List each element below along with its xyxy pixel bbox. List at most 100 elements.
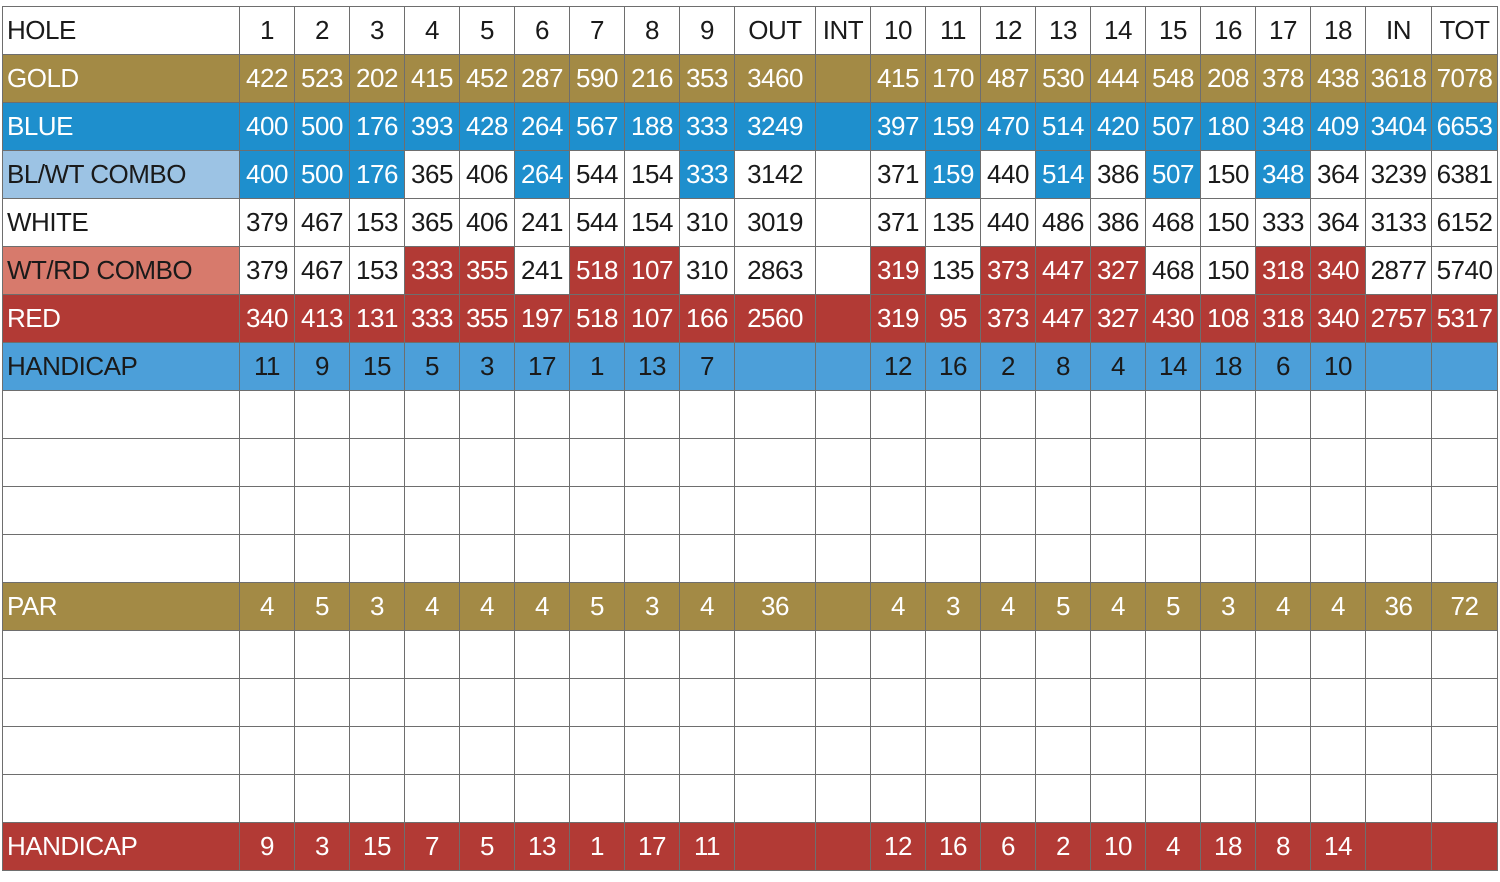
score-cell[interactable] bbox=[294, 678, 350, 727]
score-cell[interactable] bbox=[679, 486, 735, 535]
score-cell[interactable] bbox=[349, 774, 405, 823]
score-cell[interactable] bbox=[679, 726, 735, 775]
score-cell[interactable] bbox=[1145, 390, 1201, 439]
score-cell[interactable] bbox=[1200, 726, 1256, 775]
score-cell[interactable] bbox=[404, 390, 460, 439]
score-cell[interactable] bbox=[1310, 438, 1366, 487]
score-cell[interactable] bbox=[624, 390, 680, 439]
score-cell[interactable] bbox=[980, 630, 1036, 679]
score-cell[interactable] bbox=[870, 630, 926, 679]
player-name-cell[interactable] bbox=[2, 438, 240, 487]
score-cell[interactable] bbox=[569, 678, 625, 727]
score-cell[interactable] bbox=[1035, 726, 1091, 775]
score-cell[interactable] bbox=[1365, 390, 1432, 439]
score-cell[interactable] bbox=[1145, 678, 1201, 727]
score-cell[interactable] bbox=[239, 534, 295, 583]
score-cell[interactable] bbox=[1255, 438, 1311, 487]
score-cell[interactable] bbox=[1431, 726, 1498, 775]
score-cell[interactable] bbox=[925, 390, 981, 439]
score-cell[interactable] bbox=[1035, 390, 1091, 439]
score-cell[interactable] bbox=[980, 774, 1036, 823]
score-cell[interactable] bbox=[514, 726, 570, 775]
score-cell[interactable] bbox=[294, 438, 350, 487]
score-cell[interactable] bbox=[1145, 438, 1201, 487]
score-cell[interactable] bbox=[459, 390, 515, 439]
score-cell[interactable] bbox=[349, 534, 405, 583]
score-cell[interactable] bbox=[734, 438, 816, 487]
score-cell[interactable] bbox=[1035, 630, 1091, 679]
score-cell[interactable] bbox=[815, 774, 871, 823]
score-cell[interactable] bbox=[1090, 438, 1146, 487]
score-cell[interactable] bbox=[349, 390, 405, 439]
score-cell[interactable] bbox=[925, 438, 981, 487]
score-cell[interactable] bbox=[349, 630, 405, 679]
score-cell[interactable] bbox=[1090, 390, 1146, 439]
score-cell[interactable] bbox=[1431, 678, 1498, 727]
score-cell[interactable] bbox=[459, 438, 515, 487]
score-cell[interactable] bbox=[734, 726, 816, 775]
score-cell[interactable] bbox=[1200, 438, 1256, 487]
score-cell[interactable] bbox=[239, 390, 295, 439]
score-cell[interactable] bbox=[1200, 390, 1256, 439]
score-cell[interactable] bbox=[404, 678, 460, 727]
score-cell[interactable] bbox=[294, 534, 350, 583]
score-cell[interactable] bbox=[679, 774, 735, 823]
score-cell[interactable] bbox=[514, 774, 570, 823]
player-name-cell[interactable] bbox=[2, 534, 240, 583]
score-cell[interactable] bbox=[1035, 438, 1091, 487]
score-cell[interactable] bbox=[294, 630, 350, 679]
score-cell[interactable] bbox=[239, 438, 295, 487]
score-cell[interactable] bbox=[1431, 438, 1498, 487]
score-cell[interactable] bbox=[815, 534, 871, 583]
score-cell[interactable] bbox=[980, 534, 1036, 583]
score-cell[interactable] bbox=[1431, 774, 1498, 823]
score-cell[interactable] bbox=[1200, 774, 1256, 823]
score-cell[interactable] bbox=[624, 774, 680, 823]
score-cell[interactable] bbox=[980, 390, 1036, 439]
score-cell[interactable] bbox=[569, 534, 625, 583]
player-name-cell[interactable] bbox=[2, 630, 240, 679]
player-name-cell[interactable] bbox=[2, 774, 240, 823]
score-cell[interactable] bbox=[569, 726, 625, 775]
score-cell[interactable] bbox=[1145, 486, 1201, 535]
score-cell[interactable] bbox=[294, 774, 350, 823]
score-cell[interactable] bbox=[925, 534, 981, 583]
score-cell[interactable] bbox=[624, 534, 680, 583]
score-cell[interactable] bbox=[459, 534, 515, 583]
score-cell[interactable] bbox=[1035, 486, 1091, 535]
score-cell[interactable] bbox=[815, 678, 871, 727]
player-name-cell[interactable] bbox=[2, 678, 240, 727]
score-cell[interactable] bbox=[734, 534, 816, 583]
score-cell[interactable] bbox=[404, 726, 460, 775]
score-cell[interactable] bbox=[1310, 390, 1366, 439]
score-cell[interactable] bbox=[1310, 678, 1366, 727]
score-cell[interactable] bbox=[514, 630, 570, 679]
score-cell[interactable] bbox=[349, 726, 405, 775]
score-cell[interactable] bbox=[1310, 534, 1366, 583]
score-cell[interactable] bbox=[1365, 774, 1432, 823]
score-cell[interactable] bbox=[1310, 486, 1366, 535]
score-cell[interactable] bbox=[459, 630, 515, 679]
score-cell[interactable] bbox=[1145, 726, 1201, 775]
score-cell[interactable] bbox=[404, 438, 460, 487]
score-cell[interactable] bbox=[1431, 630, 1498, 679]
score-cell[interactable] bbox=[1145, 534, 1201, 583]
score-cell[interactable] bbox=[815, 630, 871, 679]
score-cell[interactable] bbox=[1090, 678, 1146, 727]
score-cell[interactable] bbox=[1255, 726, 1311, 775]
score-cell[interactable] bbox=[980, 726, 1036, 775]
score-cell[interactable] bbox=[1255, 630, 1311, 679]
score-cell[interactable] bbox=[624, 726, 680, 775]
score-cell[interactable] bbox=[624, 678, 680, 727]
score-cell[interactable] bbox=[870, 486, 926, 535]
player-name-cell[interactable] bbox=[2, 726, 240, 775]
score-cell[interactable] bbox=[514, 486, 570, 535]
score-cell[interactable] bbox=[514, 534, 570, 583]
score-cell[interactable] bbox=[569, 390, 625, 439]
score-cell[interactable] bbox=[815, 486, 871, 535]
score-cell[interactable] bbox=[1255, 774, 1311, 823]
score-cell[interactable] bbox=[815, 726, 871, 775]
score-cell[interactable] bbox=[1365, 630, 1432, 679]
player-name-cell[interactable] bbox=[2, 486, 240, 535]
score-cell[interactable] bbox=[569, 774, 625, 823]
